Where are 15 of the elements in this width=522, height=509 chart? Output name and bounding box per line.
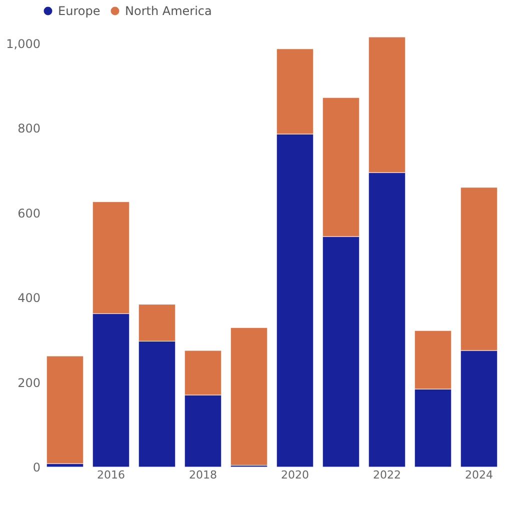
y-tick-label: 400 (18, 291, 40, 306)
bar (230, 327, 268, 466)
y-tick-label: 1,000 (6, 36, 40, 51)
y-tick-label: 0 (32, 460, 40, 474)
x-tick-label: 2018 (189, 468, 217, 482)
y-tick-label: 600 (18, 206, 40, 220)
y-tick-label: 200 (18, 376, 40, 390)
x-tick-label: 2024 (465, 468, 493, 482)
legend-label: North America (125, 4, 212, 18)
x-tick-label: 2022 (373, 468, 401, 482)
x-tick-label: 2020 (281, 468, 309, 482)
bar (46, 356, 84, 464)
x-tick-label: 2016 (97, 468, 125, 482)
y-tick-label: 800 (18, 122, 40, 136)
legend-label: Europe (58, 4, 100, 18)
